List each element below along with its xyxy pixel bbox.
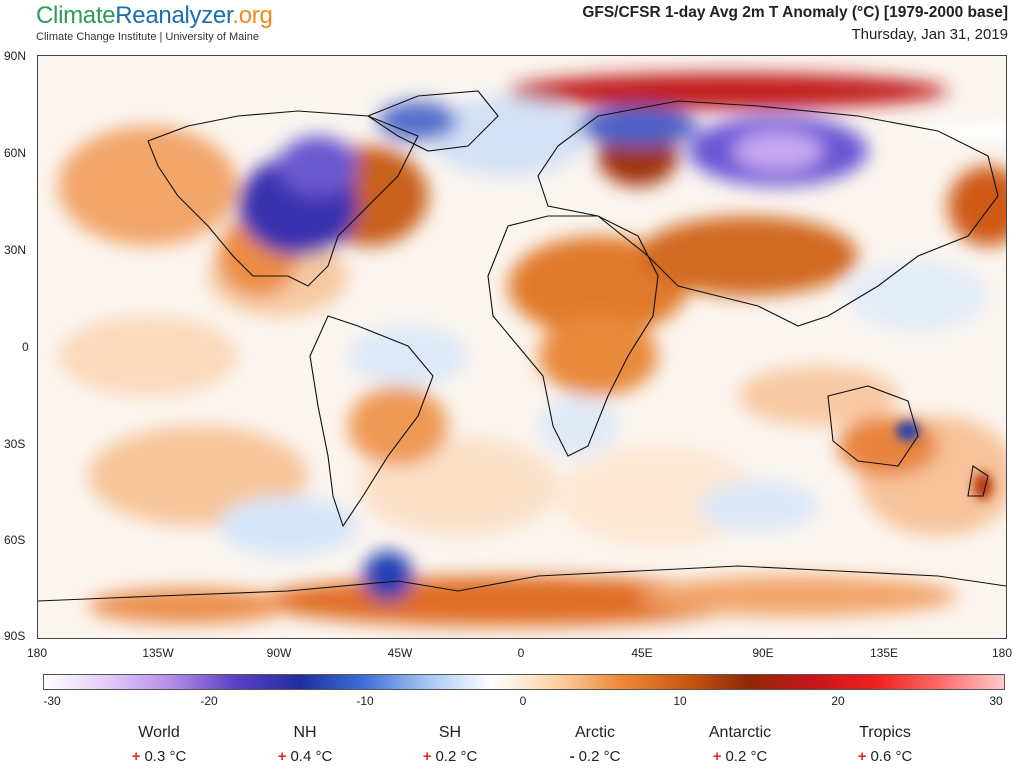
lon-label-135w: 135W bbox=[142, 646, 174, 660]
stat-value: 0.4 °C bbox=[290, 748, 333, 765]
map-date: Thursday, Jan 31, 2019 bbox=[851, 26, 1009, 43]
map-title-block: GFS/CFSR 1-day Avg 2m T Anomaly (°C) [19… bbox=[582, 4, 1008, 43]
stat-name: Arctic bbox=[575, 724, 615, 741]
colorbar-tick: -30 bbox=[43, 694, 61, 708]
stat-sign: - bbox=[569, 748, 575, 765]
colorbar-tick: -20 bbox=[200, 694, 218, 708]
stat-sign: + bbox=[422, 748, 432, 765]
anomaly-map bbox=[37, 55, 1007, 639]
brand-subtitle: Climate Change Institute | University of… bbox=[36, 31, 259, 43]
colorbar-tick: 30 bbox=[989, 694, 1003, 708]
brand-part-climate: Climate bbox=[36, 2, 116, 29]
map-title: GFS/CFSR 1-day Avg 2m T Anomaly (°C) [19… bbox=[582, 4, 1008, 21]
lon-label-45e: 45E bbox=[631, 646, 653, 660]
stat-value: 0.3 °C bbox=[144, 748, 187, 765]
stat-name: NH bbox=[293, 724, 317, 741]
lat-label-90s: 90S bbox=[4, 629, 26, 643]
stat-world: World +0.3 °C bbox=[84, 724, 234, 765]
stat-name: Antarctic bbox=[708, 724, 772, 741]
lat-label-60n: 60N bbox=[4, 146, 27, 160]
colorbar-tick: 10 bbox=[673, 694, 687, 708]
colorbar-tick: -10 bbox=[356, 694, 374, 708]
stat-value-row: +0.4 °C bbox=[230, 748, 380, 765]
brand-part-reanalyzer: Reanalyzer bbox=[115, 2, 233, 29]
lon-label-180w: 180 bbox=[26, 646, 48, 660]
lon-label-135e: 135E bbox=[869, 646, 899, 660]
brand-name[interactable]: ClimateReanalyzer.org bbox=[36, 2, 273, 30]
stat-tropics: Tropics +0.6 °C bbox=[810, 724, 960, 765]
lat-label-30s: 30S bbox=[4, 437, 26, 451]
stat-value-row: -0.2 °C bbox=[520, 748, 670, 765]
stat-arctic: Arctic -0.2 °C bbox=[520, 724, 670, 765]
stat-antarctic: Antarctic +0.2 °C bbox=[665, 724, 815, 765]
stat-name: SH bbox=[438, 724, 462, 741]
stat-value: 0.2 °C bbox=[578, 748, 621, 765]
lon-label-90e: 90E bbox=[752, 646, 774, 660]
colorbar bbox=[43, 674, 1005, 690]
stat-value: 0.6 °C bbox=[870, 748, 913, 765]
stat-value-row: +0.2 °C bbox=[665, 748, 815, 765]
stat-name: Tropics bbox=[859, 724, 911, 741]
stat-sign: + bbox=[131, 748, 141, 765]
lon-label-90w: 90W bbox=[266, 646, 292, 660]
brand-part-org: .org bbox=[232, 2, 273, 29]
stat-sign: + bbox=[277, 748, 287, 765]
lon-label-0: 0 bbox=[517, 646, 525, 660]
lat-label-60s: 60S bbox=[4, 533, 26, 547]
lat-label-0: 0 bbox=[22, 340, 29, 354]
colorbar-tick: 0 bbox=[519, 694, 527, 708]
lat-label-90n: 90N bbox=[4, 49, 27, 63]
stat-value: 0.2 °C bbox=[435, 748, 478, 765]
anomaly-detail bbox=[896, 123, 1006, 500]
stat-value-row: +0.6 °C bbox=[810, 748, 960, 765]
stat-value: 0.2 °C bbox=[725, 748, 768, 765]
stat-sign: + bbox=[857, 748, 867, 765]
stat-sh: SH +0.2 °C bbox=[375, 724, 525, 765]
stat-name: World bbox=[138, 724, 180, 741]
lon-label-180e: 180 bbox=[991, 646, 1013, 660]
colorbar-tick: 20 bbox=[831, 694, 845, 708]
anomaly-field bbox=[58, 73, 1006, 626]
stat-value-row: +0.3 °C bbox=[84, 748, 234, 765]
stat-sign: + bbox=[712, 748, 722, 765]
lon-label-45w: 45W bbox=[387, 646, 413, 660]
lat-label-30n: 30N bbox=[4, 243, 27, 257]
stat-value-row: +0.2 °C bbox=[375, 748, 525, 765]
coastlines bbox=[38, 90, 1006, 602]
anomaly-map-svg bbox=[38, 73, 1006, 626]
brand-logo[interactable]: ClimateReanalyzer.org Climate Change Ins… bbox=[36, 2, 273, 43]
stat-nh: NH +0.4 °C bbox=[230, 724, 380, 765]
